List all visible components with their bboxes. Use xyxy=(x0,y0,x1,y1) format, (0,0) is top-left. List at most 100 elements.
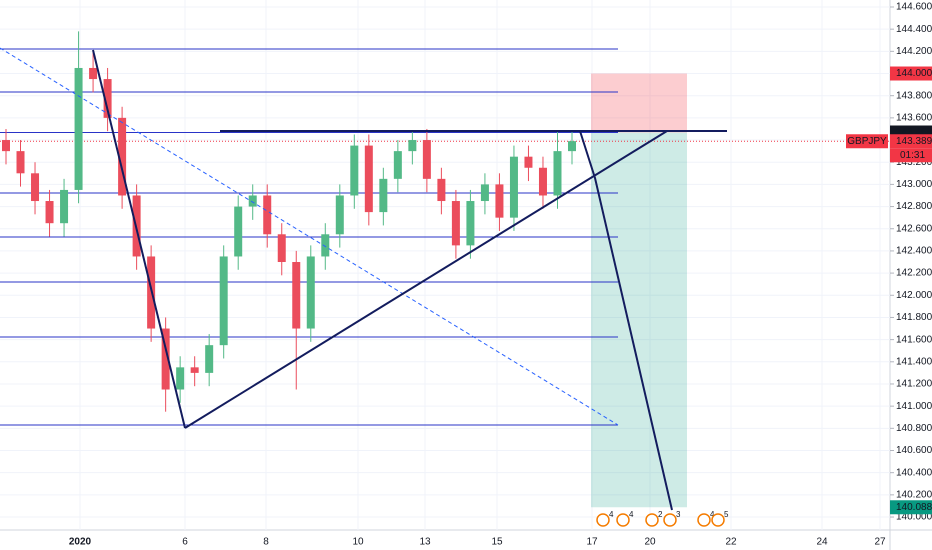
x-tick-label: 20 xyxy=(644,537,656,548)
price-label-box xyxy=(890,134,932,149)
price-label: 144.000 xyxy=(896,68,932,79)
stop-zone xyxy=(591,73,687,133)
dashed-trend-line xyxy=(0,47,619,426)
candle-body xyxy=(234,206,243,257)
x-tick-label: 24 xyxy=(816,537,828,548)
y-tick-label: 143.200 xyxy=(896,157,932,168)
candle-body xyxy=(248,195,257,207)
candle-body xyxy=(335,195,344,235)
event-count: 5 xyxy=(724,510,729,519)
candle-body xyxy=(16,151,25,174)
symbol-label: GBPJPY xyxy=(847,136,887,147)
x-tick-label: 13 xyxy=(419,537,431,548)
event-count: 4 xyxy=(609,510,614,519)
candle-body xyxy=(277,234,286,263)
price-label: 143.389 xyxy=(896,136,932,147)
candle-body xyxy=(364,145,373,213)
price-label: 143.468 xyxy=(896,127,932,138)
candle-body xyxy=(31,173,40,202)
candle-body xyxy=(524,156,533,168)
y-tick-label: 143.000 xyxy=(896,179,932,190)
candle-body xyxy=(118,117,127,196)
y-tick-label: 141.800 xyxy=(896,312,932,323)
event-count: 4 xyxy=(710,510,715,519)
event-count: 4 xyxy=(629,510,634,519)
event-count: 2 xyxy=(658,510,663,519)
y-tick-label: 142.600 xyxy=(896,223,932,234)
candle-body xyxy=(45,201,54,224)
event-icon xyxy=(645,513,659,527)
y-tick-label: 142.800 xyxy=(896,201,932,212)
candle-body xyxy=(219,256,228,346)
candle-body xyxy=(2,140,10,152)
candle-body xyxy=(321,234,330,257)
candle-body xyxy=(408,140,417,152)
x-tick-label: 2020 xyxy=(69,537,92,548)
candle-body xyxy=(190,367,199,373)
event-icon xyxy=(663,513,677,527)
trend-line xyxy=(184,130,668,429)
countdown-label: 01:31 xyxy=(900,150,925,161)
candle-body xyxy=(495,184,504,218)
y-tick-label: 140.000 xyxy=(896,512,932,523)
candle-body xyxy=(292,262,301,329)
candle-body xyxy=(422,140,431,179)
candle-body xyxy=(393,151,402,179)
y-tick-label: 143.800 xyxy=(896,90,932,101)
countdown-box xyxy=(890,148,932,163)
candle-body xyxy=(205,345,214,373)
event-count: 3 xyxy=(676,510,681,519)
x-tick-label: 17 xyxy=(586,537,598,548)
candle-body xyxy=(60,189,69,224)
y-tick-label: 141.200 xyxy=(896,379,932,390)
y-tick-label: 140.600 xyxy=(896,445,932,456)
candle-body xyxy=(89,67,98,80)
y-tick-label: 144.200 xyxy=(896,46,932,57)
price-label-box xyxy=(890,500,932,515)
x-tick-label: 15 xyxy=(491,537,503,548)
projection-line xyxy=(579,130,673,511)
candle-body xyxy=(553,151,562,196)
x-tick-label: 10 xyxy=(352,537,364,548)
y-tick-label: 140.800 xyxy=(896,423,932,434)
candle-body xyxy=(509,156,518,218)
candle-body xyxy=(74,67,83,190)
event-icon xyxy=(711,513,725,527)
candle-body xyxy=(451,201,460,246)
y-tick-label: 142.000 xyxy=(896,290,932,301)
candle-body xyxy=(437,178,446,202)
candle-body xyxy=(538,167,547,196)
x-tick-label: 22 xyxy=(725,537,737,548)
y-tick-label: 144.600 xyxy=(896,2,932,13)
candle-body xyxy=(379,178,388,213)
price-label-box xyxy=(890,66,932,81)
candle-body xyxy=(263,195,272,235)
y-tick-label: 143.600 xyxy=(896,113,932,124)
event-icon xyxy=(596,513,610,527)
event-icon xyxy=(697,513,711,527)
x-tick-label: 6 xyxy=(182,537,188,548)
candle-body xyxy=(350,145,359,196)
y-tick-label: 140.400 xyxy=(896,467,932,478)
candle-body xyxy=(176,367,185,390)
candle-body xyxy=(103,79,112,118)
candle-body xyxy=(161,328,170,390)
y-tick-label: 142.400 xyxy=(896,246,932,257)
candle-body xyxy=(568,141,576,152)
y-tick-label: 140.200 xyxy=(896,489,932,500)
y-tick-label: 144.400 xyxy=(896,24,932,35)
y-tick-label: 141.000 xyxy=(896,401,932,412)
y-tick-label: 142.200 xyxy=(896,268,932,279)
target-zone xyxy=(591,132,687,508)
x-tick-label: 8 xyxy=(263,537,269,548)
y-tick-label: 141.400 xyxy=(896,356,932,367)
trend-line xyxy=(92,49,186,429)
candle-body xyxy=(480,184,489,202)
symbol-box xyxy=(846,134,888,149)
candle-body xyxy=(306,256,315,329)
x-tick-label: 27 xyxy=(874,537,886,548)
event-icon xyxy=(616,513,630,527)
trend-lines xyxy=(0,47,727,511)
